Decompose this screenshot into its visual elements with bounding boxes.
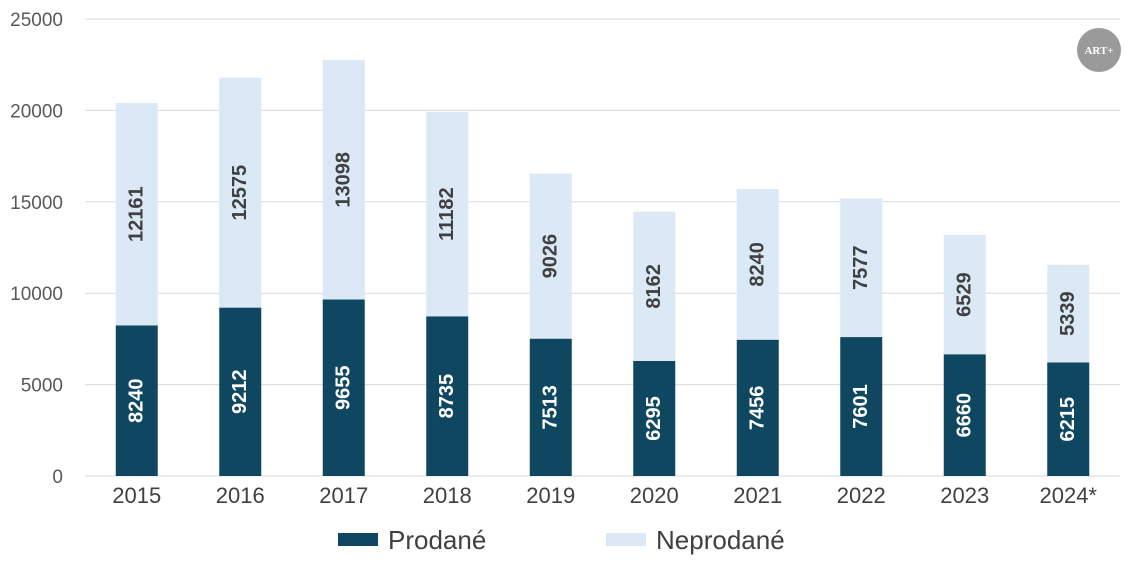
bar-segment-neprodane (633, 211, 676, 361)
data-label: 6529 (954, 272, 976, 317)
bar-segment-neprodane (322, 60, 365, 300)
legend: Prodané Neprodané (338, 525, 785, 555)
data-label: 5339 (1057, 291, 1079, 336)
logo-badge (1077, 28, 1121, 72)
y-tick-label: 5000 (21, 376, 63, 397)
data-label: 7601 (850, 384, 872, 429)
x-tick-label: 2021 (733, 483, 782, 508)
x-tick-label: 2023 (940, 483, 989, 508)
bars: 8240 12161 9212 12575 9655 13098 8735 11182 7513… (115, 60, 1090, 476)
data-label: 6660 (954, 393, 976, 438)
x-tick-label: 2024* (1039, 483, 1097, 508)
x-tick-label: 2020 (630, 483, 679, 508)
art-plus-logo: ART+ (1077, 28, 1121, 72)
bar-segment-neprodane (943, 234, 986, 355)
legend-label: Prodané (388, 525, 486, 555)
x-tick-label: 2018 (423, 483, 472, 508)
bar-segment-prodane (529, 338, 572, 476)
y-tick-label: 15000 (10, 193, 63, 214)
data-label: 12161 (126, 186, 148, 242)
data-label: 7513 (540, 385, 562, 430)
logo-text: ART+ (1084, 45, 1113, 57)
x-axis-ticks: 2015 2016 2017 2018 2019 2020 2021 2022 2023 2024… (112, 483, 1097, 508)
y-axis-ticks: 0 5000 10000 15000 20000 25000 (10, 10, 63, 488)
bar-segment-neprodane (529, 173, 572, 339)
bar-segment-neprodane (426, 111, 469, 317)
data-label: 7577 (850, 246, 872, 291)
bar-segment-prodane (943, 354, 986, 476)
bar-segment-prodane (115, 325, 158, 476)
y-tick-label: 25000 (10, 10, 63, 31)
data-label: 13098 (333, 152, 355, 208)
bar-segment-neprodane (115, 103, 158, 326)
data-label: 6215 (1057, 397, 1079, 442)
bar-segment-prodane (633, 360, 676, 476)
data-label: 8240 (747, 242, 769, 287)
data-label: 12575 (229, 165, 251, 221)
data-label: 9655 (333, 366, 355, 411)
data-label: 7456 (747, 386, 769, 431)
y-tick-label: 20000 (10, 101, 63, 122)
bar-segment-prodane (1047, 362, 1090, 476)
y-tick-label: 0 (52, 467, 63, 488)
bar-segment-neprodane (840, 198, 883, 338)
data-label: 8162 (643, 264, 665, 309)
bar-segment-prodane (426, 316, 469, 476)
bar-segment-prodane (736, 339, 779, 476)
bar-segment-prodane (322, 299, 365, 476)
data-label: 8240 (126, 378, 148, 423)
y-tick-label: 10000 (10, 284, 63, 305)
bar-segment-neprodane (219, 77, 262, 308)
bar-segment-neprodane (1047, 264, 1090, 363)
data-label: 11182 (436, 187, 458, 240)
legend-label: Neprodané (656, 525, 785, 555)
x-tick-label: 2017 (319, 483, 368, 508)
x-tick-label: 2015 (112, 483, 161, 508)
data-label: 9212 (229, 370, 251, 415)
legend-swatch (338, 533, 378, 546)
x-tick-label: 2022 (837, 483, 886, 508)
data-label: 8735 (436, 374, 458, 419)
data-label: 6295 (643, 396, 665, 441)
bar-segment-prodane (840, 337, 883, 476)
x-tick-label: 2019 (526, 483, 575, 508)
data-label: 9026 (540, 234, 562, 279)
legend-swatch (606, 533, 646, 546)
bar-segment-neprodane (736, 189, 779, 340)
bar-segment-prodane (219, 307, 262, 476)
x-tick-label: 2016 (216, 483, 265, 508)
